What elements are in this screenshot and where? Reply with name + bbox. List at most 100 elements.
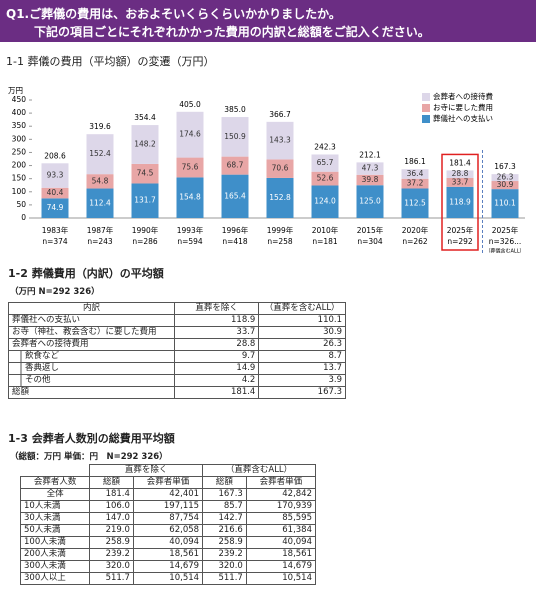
y-tick-label: 450: [12, 95, 27, 104]
question-subtitle: 下記の項目ごとにそれぞれかかった費用の内訳と総額をご記入ください。: [34, 25, 430, 39]
value-label: 124.0: [314, 197, 336, 206]
bar-segment: [86, 188, 114, 218]
cell-value: 87,754: [132, 512, 204, 525]
cell-value: 118.9: [173, 314, 260, 327]
y-tick-label: 250: [12, 147, 27, 156]
bar-segment: [401, 178, 429, 189]
y-unit: 万円: [8, 86, 23, 95]
value-label: 118.9: [449, 197, 471, 206]
total-label: 366.7: [269, 110, 291, 119]
blank-header: [20, 464, 91, 477]
total-label: 186.1: [404, 157, 426, 166]
value-label: 74.9: [47, 203, 64, 212]
total-label: 212.1: [359, 150, 381, 159]
bar-segment: [311, 185, 339, 218]
cell-value: 181.4: [89, 488, 134, 501]
row-label: 総額: [8, 386, 175, 399]
cell-value: 14,679: [132, 560, 204, 573]
bar-segment: [266, 177, 294, 218]
row-label: 50人未満: [19, 524, 91, 537]
column-header: 会葬者単価: [132, 476, 204, 489]
cell-value: 4.2: [173, 374, 260, 387]
y-tick-label: 300: [12, 134, 27, 143]
row-label: 30人未満: [19, 512, 91, 525]
value-label: 74.5: [137, 169, 154, 178]
total-label: 385.0: [224, 105, 246, 114]
sample-size: n=326...: [489, 237, 522, 246]
group-header: 直葬を除く: [89, 464, 204, 477]
x-tick-label: 2020年: [402, 225, 429, 235]
value-label: 112.4: [89, 198, 111, 207]
total-label: 208.6: [44, 151, 66, 160]
cell-value: 106.0: [89, 500, 134, 513]
table-row: 全体 181.4 42,401 167.3 42,842: [19, 488, 317, 501]
total-label: 167.3: [494, 162, 516, 171]
bar-segment: [491, 189, 519, 218]
value-label: 52.6: [317, 174, 334, 183]
row-label: 葬儀社への支払い: [8, 314, 175, 327]
value-label: 65.7: [317, 158, 334, 167]
legend-label: 葬儀社への支払い: [433, 113, 493, 123]
sample-size: n=292: [447, 237, 473, 246]
cell-value: 239.2: [89, 548, 134, 561]
total-label: 242.3: [314, 142, 336, 151]
bar-segment: [221, 117, 249, 157]
value-label: 125.0: [359, 197, 381, 206]
table2-note: （総額：万円 単価：円 N=292 326）: [10, 452, 168, 462]
value-label: 75.6: [182, 162, 199, 171]
table-row: 200人未満 239.2 18,561 239.2 18,561: [19, 548, 317, 561]
cell-value: 33.7: [173, 326, 260, 339]
cell-value: 42,842: [245, 488, 317, 501]
header-row: 会葬者人数 総額 会葬者単価 総額 会葬者単価: [19, 476, 317, 489]
value-label: 174.6: [179, 130, 201, 139]
x-tick-label: 1987年: [87, 225, 114, 235]
bar-segment: [446, 186, 474, 218]
column-header: （直葬を含むALL）: [258, 302, 346, 315]
value-label: 131.7: [134, 196, 156, 205]
group-header: （直葬含むALL）: [202, 464, 316, 477]
cell-value: 18,561: [132, 548, 204, 561]
x-tick-label: 1990年: [132, 225, 159, 235]
bar-segment: [491, 181, 519, 190]
chart: 万円 0 50 100 150 200 250 300 350 400 450 74.9 40.4 93.…: [8, 86, 525, 255]
column-header: 会葬者単価: [245, 476, 317, 489]
cell-value: 85,595: [245, 512, 317, 525]
table-row: 総額 181.4 167.3: [8, 386, 346, 399]
cell-value: 167.3: [202, 488, 247, 501]
cell-value: 239.2: [202, 548, 247, 561]
row-label: 全体: [19, 488, 91, 501]
bar-segment: [311, 154, 339, 172]
sample-size: n=262: [402, 237, 428, 246]
bar-segment: [356, 162, 384, 175]
row-label: 飲食など: [8, 350, 175, 363]
value-label: 47.3: [362, 164, 379, 173]
cell-value: 14,679: [245, 560, 317, 573]
cell-value: 14.9: [173, 362, 260, 375]
y-tick-label: 0: [21, 213, 26, 222]
cell-value: 10,514: [245, 572, 317, 585]
value-label: 36.4: [407, 169, 424, 178]
value-label: 30.9: [497, 180, 514, 189]
y-tick-label: 50: [16, 200, 26, 209]
value-label: 165.4: [224, 191, 246, 200]
y-tick-label: 200: [12, 161, 27, 170]
column-header: 総額: [89, 476, 134, 489]
value-label: 28.8: [452, 169, 469, 178]
bar-segment: [86, 134, 114, 175]
cell-value: 216.6: [202, 524, 247, 537]
column-header: 総額: [202, 476, 247, 489]
bar-segment: [41, 187, 69, 199]
value-label: 154.8: [179, 193, 201, 202]
x-tick-label: 1999年: [267, 225, 294, 235]
cell-value: 13.7: [258, 362, 346, 375]
value-label: 40.4: [47, 188, 64, 197]
total-label: 181.4: [449, 158, 471, 167]
value-label: 93.3: [47, 171, 64, 180]
sample-size: n=181: [312, 237, 338, 246]
x-tick-label: 2025年: [492, 225, 519, 235]
table1: 内訳 直葬を除く （直葬を含むALL） 葬儀社への支払い 118.9 110.1 お寺（神社…: [8, 302, 346, 399]
cell-value: 197,115: [132, 500, 204, 513]
sample-size: n=594: [177, 237, 203, 246]
row-label: お寺（神社、教会含む）に要した費用: [8, 326, 175, 339]
